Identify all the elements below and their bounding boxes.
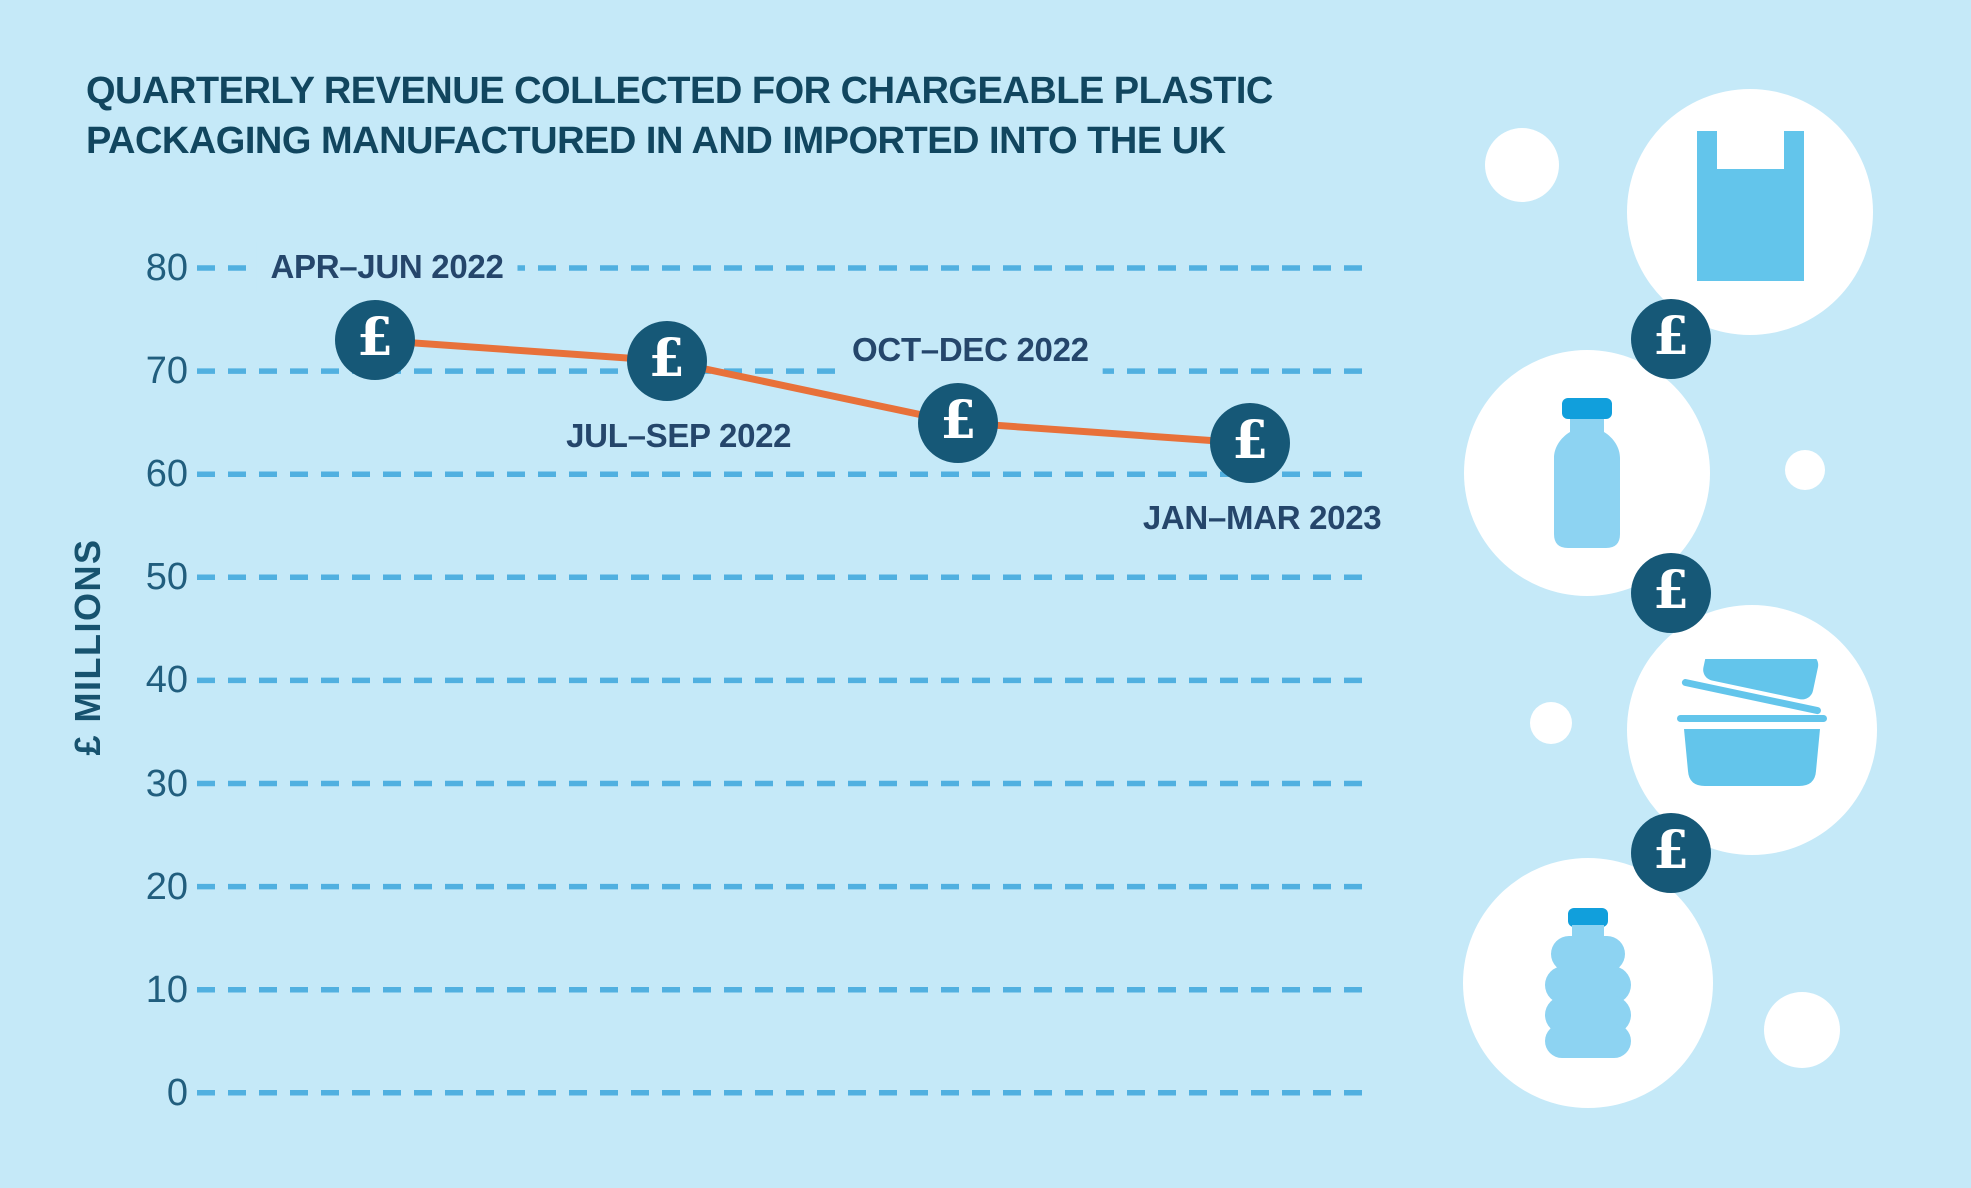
y-tick-label: 50 [145, 556, 188, 599]
bubble-medium [1764, 992, 1840, 1068]
chart-title-line-1: QUARTERLY REVENUE COLLECTED FOR CHARGEAB… [86, 70, 1273, 112]
food-container-icon [1677, 658, 1827, 786]
quarter-label: APR–JUN 2022 [256, 242, 518, 293]
pound-icon: £ [1232, 410, 1269, 472]
y-tick-label: 20 [145, 865, 188, 908]
pound-badge: £ [1631, 813, 1711, 893]
pound-icon: £ [1652, 820, 1690, 881]
y-tick-label: 30 [145, 762, 188, 805]
bubble-small [1785, 450, 1825, 490]
pound-icon: £ [1652, 560, 1690, 621]
y-tick-label: 10 [145, 968, 188, 1011]
data-point-marker: £ [918, 382, 999, 463]
data-point-marker: £ [335, 300, 415, 381]
revenue-line [374, 336, 1251, 447]
bubble-small [1485, 128, 1559, 202]
water-bottle-icon [1545, 908, 1631, 1058]
pound-icon: £ [1652, 306, 1690, 367]
chart-title: QUARTERLY REVENUE COLLECTED FOR CHARGEAB… [86, 66, 1273, 166]
data-point-marker: £ [626, 320, 707, 401]
data-point-marker: £ [1210, 403, 1291, 484]
chart-title-line-2: PACKAGING MANUFACTURED IN AND IMPORTED I… [86, 120, 1226, 163]
pound-badge: £ [1631, 299, 1711, 379]
water-bottle-bubble [1463, 858, 1713, 1108]
pound-icon: £ [940, 389, 977, 451]
plastic-bag-icon [1696, 131, 1804, 281]
y-tick-label: 40 [145, 659, 188, 702]
y-tick-label: 60 [145, 453, 188, 496]
y-tick-label: 0 [166, 1071, 188, 1114]
quarter-label: JAN–MAR 2023 [1128, 493, 1396, 544]
y-tick-label: 70 [145, 350, 188, 393]
small-bottle-icon [1554, 398, 1620, 548]
pound-icon: £ [356, 307, 394, 369]
quarter-label: OCT–DEC 2022 [838, 324, 1103, 375]
pound-icon: £ [648, 327, 685, 389]
y-tick-label: 80 [145, 247, 188, 289]
bubble-small [1530, 702, 1572, 744]
pound-badge: £ [1631, 553, 1711, 633]
plastic-bag-bubble [1627, 89, 1873, 335]
quarter-label: JUL–SEP 2022 [552, 410, 806, 461]
